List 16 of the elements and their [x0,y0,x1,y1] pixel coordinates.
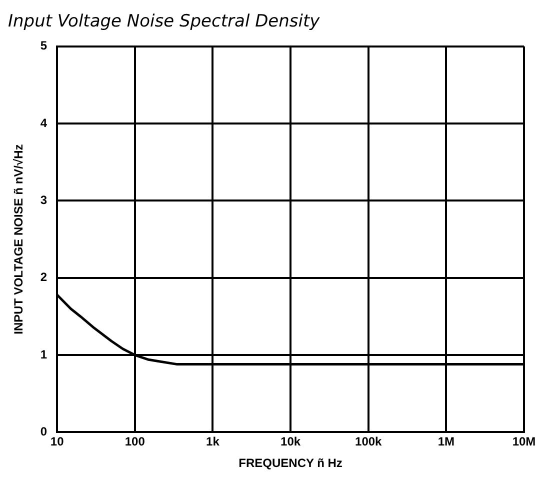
x-tick-label: 10 [50,434,64,449]
x-tick-label: 10k [280,434,301,449]
y-tick-label: 4 [40,116,48,130]
y-tick-label: 3 [40,193,48,208]
y-tick-label: 0 [40,424,48,439]
y-tick-label: 2 [40,270,48,284]
y-tick-label: 1 [40,347,48,362]
y-tick-label: 5 [40,38,48,53]
x-tick-label: 100 [124,434,146,449]
x-tick-label: 1M [438,434,455,449]
chart-title: Input Voltage Noise Spectral Density [8,12,321,32]
x-tick-label: 1k [206,434,220,449]
y-axis-title: INPUT VOLTAGE NOISE ñ nV/√Hz [12,144,26,334]
x-tick-label: 10M [512,434,536,449]
x-tick-label: 100k [355,434,382,449]
x-axis-title: FREQUENCY ñ Hz [238,456,342,470]
